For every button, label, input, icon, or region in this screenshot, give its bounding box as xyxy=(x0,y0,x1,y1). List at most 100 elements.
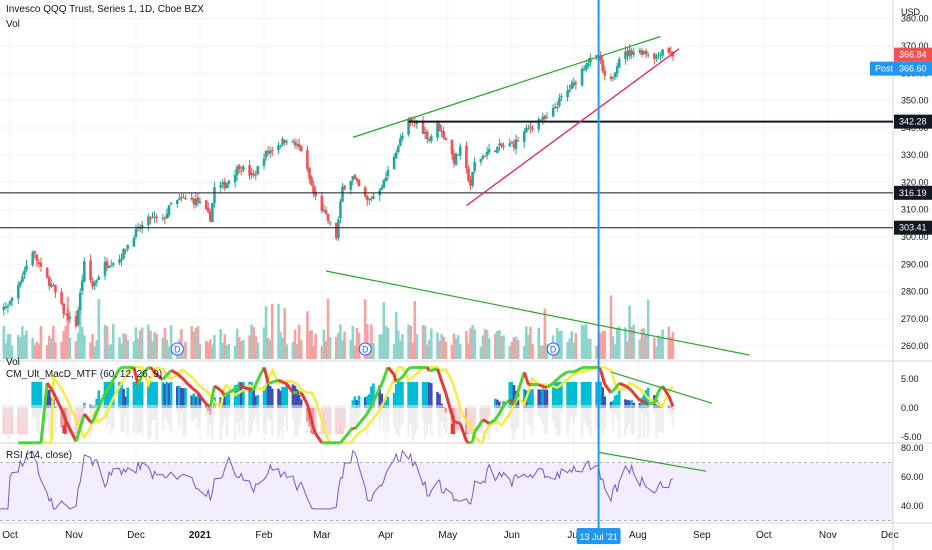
macd-line-segment xyxy=(455,420,459,425)
macd-histogram-bar xyxy=(163,383,167,408)
macd-line-segment xyxy=(267,381,271,386)
macd-volume-bar xyxy=(479,405,483,434)
macd-volume-bar xyxy=(609,405,613,412)
volume-bar xyxy=(582,325,586,359)
macd-volume-bar xyxy=(626,405,629,428)
macd-histogram-bar xyxy=(281,386,284,408)
volume-bar xyxy=(516,340,520,359)
candle-body xyxy=(134,229,138,237)
macd-volume-bar xyxy=(155,405,158,441)
macd-histogram-bar xyxy=(118,381,121,408)
macd-volume-bar xyxy=(630,405,633,434)
macd-line-segment xyxy=(442,386,448,394)
macd-histogram-bar xyxy=(97,390,101,408)
volume-bar xyxy=(126,339,130,359)
macd-volume-bar xyxy=(425,405,429,435)
macd-line-segment xyxy=(537,383,542,388)
volume-bar xyxy=(401,334,404,359)
candle-body xyxy=(140,224,144,229)
macd-volume-bar xyxy=(279,405,282,430)
macd-line-segment xyxy=(599,369,605,378)
macd-volume-bar xyxy=(392,405,396,428)
macd-histogram-bar xyxy=(16,408,20,435)
candle-body xyxy=(328,222,332,224)
macd-volume-bar xyxy=(628,405,631,424)
macd-histogram-bar xyxy=(66,408,70,435)
volume-bar xyxy=(279,332,282,359)
volume-bar xyxy=(155,333,158,359)
candle-body xyxy=(322,210,326,212)
macd-volume-bar xyxy=(270,405,274,437)
macd-line-segment xyxy=(219,389,224,394)
rsi-tick-label: 80.00 xyxy=(901,443,924,453)
candle-body xyxy=(351,176,355,181)
macd-line-segment xyxy=(170,369,179,376)
macd-line-segment xyxy=(626,385,631,390)
macd-histogram-bar xyxy=(545,389,549,408)
volume-bar xyxy=(149,330,152,359)
macd-volume-bar xyxy=(37,405,41,435)
macd-line-segment xyxy=(66,423,72,430)
candle-body xyxy=(669,51,673,53)
volume-bar xyxy=(425,344,429,359)
macd-vol-legend: Vol xyxy=(6,357,20,368)
volume-bar xyxy=(529,326,532,359)
macd-histogram-bar xyxy=(568,381,571,408)
volume-bar xyxy=(291,342,295,359)
macd-volume-bar xyxy=(126,405,130,436)
volume-bar xyxy=(452,333,456,359)
volume-bar xyxy=(107,344,111,359)
macd-volume-bar xyxy=(365,405,369,438)
volume-bar xyxy=(467,343,470,359)
macd-histogram-bar xyxy=(277,388,280,408)
volume-bar xyxy=(471,324,474,359)
volume-bar xyxy=(357,332,361,359)
macd-histogram-bar xyxy=(138,381,142,408)
volume-bar xyxy=(574,333,578,359)
volume-bar xyxy=(169,325,173,359)
macd-volume-bar xyxy=(64,405,68,416)
volume-bar xyxy=(456,335,460,359)
candle-body xyxy=(498,143,501,146)
macd-volume-bar xyxy=(328,405,332,438)
candle-body xyxy=(83,261,86,282)
macd-histogram-bar xyxy=(122,388,125,408)
candle-body xyxy=(508,143,512,147)
macd-line-segment xyxy=(444,392,454,416)
candle-body xyxy=(626,51,629,56)
macd-volume-bar xyxy=(469,405,472,414)
volume-bar xyxy=(413,301,417,359)
candle-body xyxy=(233,174,237,183)
macd-volume-bar xyxy=(190,405,194,421)
x-tick-label: Feb xyxy=(255,530,273,541)
candle-body xyxy=(149,217,152,219)
rsi-legend: RSI (14, close) xyxy=(6,450,73,461)
level-price-label: 303.41 xyxy=(899,223,927,233)
volume-bar xyxy=(252,327,255,359)
candle-body xyxy=(553,106,557,108)
macd-histogram-bar xyxy=(78,408,82,429)
macd-histogram-bar xyxy=(184,388,187,408)
macd-histogram-bar xyxy=(471,408,474,435)
macd-line-segment xyxy=(64,419,70,426)
volume-bar xyxy=(514,336,518,359)
volume-bar xyxy=(223,334,227,359)
macd-histogram-bar xyxy=(132,381,136,408)
macd-line-segment xyxy=(514,391,520,399)
x-tick-label: Oct xyxy=(756,530,772,541)
candle-body xyxy=(163,217,167,219)
candle-body xyxy=(62,303,65,314)
volume-bar xyxy=(611,336,615,359)
macd-line-segment xyxy=(213,384,222,392)
volume-bar xyxy=(337,332,340,359)
volume-bar xyxy=(122,333,125,359)
macd-volume-bar xyxy=(543,405,547,434)
volume-bar xyxy=(45,345,49,359)
volume-bar xyxy=(50,338,53,359)
volume-bar xyxy=(147,324,150,359)
macd-histogram-bar xyxy=(76,408,80,435)
macd-volume-bar xyxy=(161,405,165,430)
level-price-tag xyxy=(894,185,932,200)
